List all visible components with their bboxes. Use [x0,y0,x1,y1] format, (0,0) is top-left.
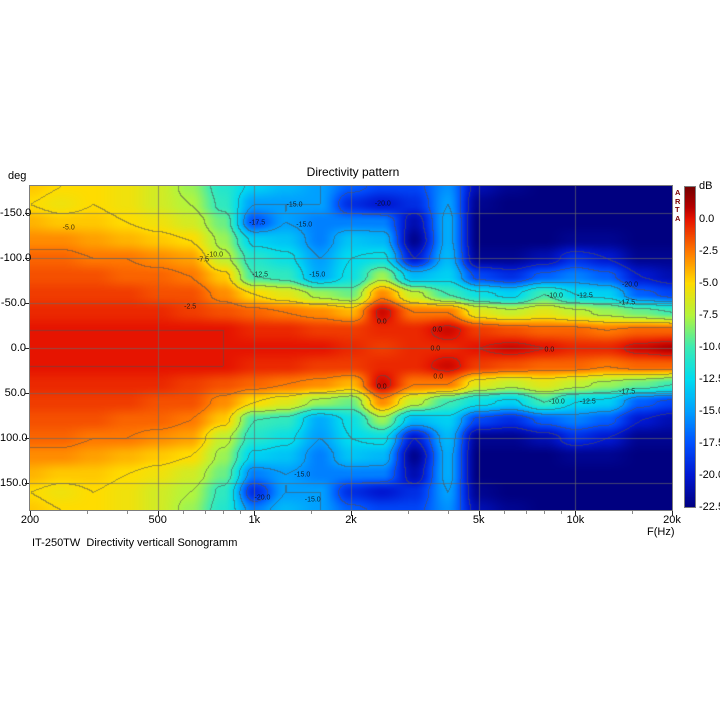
y-tick-label: 50.0 [4,387,26,399]
y-tick-mark [25,303,29,304]
contour-label: -10.0 [548,398,565,406]
contour-label: -17.5 [619,299,636,307]
contour-label: -20.0 [374,200,391,208]
contour-label: -12.5 [576,292,593,300]
colorbar-tick-label: -10.0 [699,341,720,353]
colorbar-tick-label: -7.5 [699,309,718,321]
x-minor-tick-mark [310,511,312,514]
x-tick-label: 5k [472,514,485,526]
x-tick-mark [157,511,159,516]
contour-label: -7.5 [197,256,210,264]
x-minor-tick-mark [504,511,506,514]
x-tick-label: 20k [663,514,681,526]
directivity-heatmap-canvas [29,185,673,511]
x-minor-tick-mark [447,511,449,514]
contour-label: -20.0 [254,494,271,502]
x-tick-label: 2k [345,514,357,526]
x-minor-tick-mark [525,511,527,514]
x-tick-label: 200 [20,514,40,526]
contour-label: -20.0 [622,281,638,289]
x-minor-tick-mark [407,511,409,514]
x-tick-mark [30,511,31,516]
x-minor-tick-mark [223,511,225,514]
colorbar-tick-label: 0.0 [699,213,715,225]
x-tick-label: 500 [148,514,167,526]
y-tick-mark [25,393,29,394]
y-tick-label: -50.0 [0,297,26,309]
x-minor-tick-mark [204,511,206,514]
x-minor-tick-mark [560,511,562,514]
x-tick-label: 1k [248,514,261,526]
x-minor-tick-mark [183,511,185,514]
y-tick-label: 100.0 [0,432,28,444]
contour-label: -10.0 [207,251,223,259]
x-tick-mark [351,511,352,516]
y-tick-mark [25,213,29,214]
colorbar-tick-label: -12.5 [699,373,720,385]
contour-label: -15.0 [296,221,313,229]
colorbar-tick-label: -2.5 [699,245,718,257]
contour-label: -5.0 [62,224,75,232]
x-tick-label: 10k [566,514,585,526]
x-tick-mark [672,511,673,516]
y-tick-mark [25,483,29,484]
contour-label: -12.5 [252,271,269,279]
colorbar-tick-label: -5.0 [699,277,718,289]
colorbar-unit-label: dB [699,180,713,192]
contour-label: -17.5 [249,219,266,227]
contour-label: 0.0 [433,373,444,381]
chart-title: Directivity pattern [306,165,400,179]
colorbar-tick-label: -17.5 [699,437,720,449]
contour-label: -2.5 [184,303,197,311]
contour-label: -12.5 [579,398,596,406]
y-tick-label: -150.0 [0,207,32,219]
contour-label: -15.0 [294,471,311,479]
x-minor-tick-mark [631,511,633,514]
contour-label: 0.0 [430,345,441,353]
x-minor-tick-mark [126,511,128,514]
contour-label: 0.0 [376,318,387,326]
colorbar-tick-label: -15.0 [699,405,720,417]
x-tick-mark [254,511,256,516]
y-tick-mark [25,258,29,259]
colorbar [684,186,696,508]
contour-label: -10.0 [546,292,563,300]
x-tick-mark [575,511,577,516]
contour-label: -17.5 [619,388,636,396]
y-tick-mark [25,438,29,439]
contour-label: -15.0 [304,496,321,504]
contour-label: -15.0 [309,271,326,279]
x-minor-tick-mark [86,511,88,514]
x-minor-tick-mark [239,511,241,514]
y-axis-unit-label: deg [8,170,27,182]
arta-watermark: ARTA [675,188,681,223]
contour-label: -15.0 [286,201,303,209]
colorbar-tick-label: -22.5 [699,501,720,513]
x-axis-unit-label: F(Hz) [647,526,675,538]
y-tick-mark [25,348,29,349]
x-minor-tick-mark [544,511,546,514]
y-tick-label: -100.0 [0,252,32,264]
y-tick-label: 150.0 [0,477,28,489]
measurement-caption: IT-250TW Directivity verticall Sonogramm [32,537,238,549]
contour-label: 0.0 [544,346,555,354]
x-tick-mark [478,511,480,516]
y-tick-label: 0.0 [10,342,26,354]
colorbar-tick-label: -20.0 [699,469,720,481]
contour-label: 0.0 [376,383,387,391]
contour-label: 0.0 [432,326,443,334]
